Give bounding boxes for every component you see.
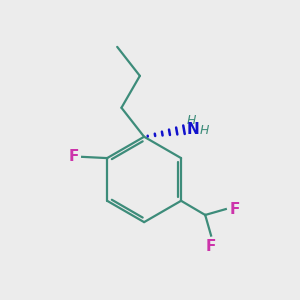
Text: F: F xyxy=(206,239,216,254)
Text: F: F xyxy=(68,149,79,164)
Text: F: F xyxy=(229,202,240,217)
Text: N: N xyxy=(187,122,199,136)
Text: H: H xyxy=(200,124,209,137)
Text: H: H xyxy=(187,114,196,127)
